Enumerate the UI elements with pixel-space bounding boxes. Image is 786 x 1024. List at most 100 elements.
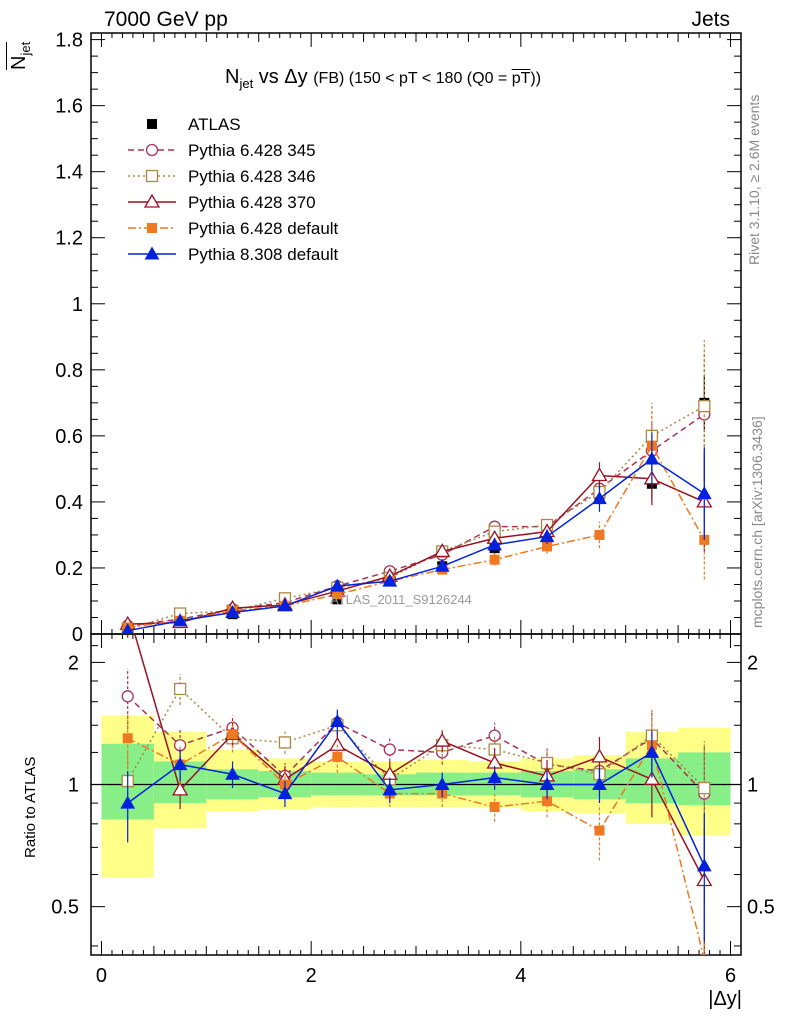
series-marker-top bbox=[121, 623, 134, 634]
series-marker-ratio bbox=[434, 777, 450, 791]
title-overline: pT bbox=[511, 70, 531, 87]
series-marker-ratio bbox=[643, 771, 661, 785]
title-fb: (FB) bbox=[313, 70, 345, 87]
y-tick-label-top: 1 bbox=[72, 294, 83, 316]
legend-marker bbox=[144, 246, 160, 260]
legend-entry: Pythia 6.428 345 bbox=[128, 141, 316, 160]
legend-label: Pythia 8.308 default bbox=[188, 245, 339, 264]
legend-label: Pythia 6.428 346 bbox=[188, 167, 316, 186]
chart-title: Njet vs Δy (FB) (150 < pT < 180 (Q0 = pT… bbox=[225, 66, 541, 91]
series-marker-ratio bbox=[489, 802, 500, 813]
series-marker-top bbox=[644, 451, 660, 465]
title-range: (150 < pT < 180 (Q0 = bbox=[344, 70, 512, 87]
series-marker-ratio bbox=[329, 736, 346, 751]
series-marker-top bbox=[539, 529, 555, 543]
y-tick-label-top: 0.2 bbox=[55, 558, 83, 580]
y-tick-label-top: 0.4 bbox=[55, 492, 83, 514]
series-marker-top bbox=[434, 558, 450, 572]
series-marker-top bbox=[487, 537, 502, 551]
series-polyline-ratio bbox=[127, 687, 705, 789]
x-tick-label: 0 bbox=[96, 965, 107, 987]
series-marker-ratio bbox=[591, 748, 608, 763]
series-polyline-top bbox=[127, 474, 705, 625]
series-marker-ratio bbox=[122, 733, 133, 744]
side-text-mcplots: mcplots.cern.ch [arXiv:1306.3436] bbox=[749, 416, 765, 628]
series-line-top bbox=[121, 432, 712, 634]
series-polyline-top bbox=[127, 458, 705, 632]
series-marker-ratio bbox=[592, 777, 607, 791]
title-close: )) bbox=[530, 70, 542, 87]
y-axis-label-top: Njet bbox=[6, 41, 33, 70]
series-polyline-top bbox=[127, 405, 705, 630]
series-marker-top bbox=[592, 491, 607, 505]
ratio-plot-frame: 0 2 4 6 0.5 0.5 1 1 2 2 bbox=[51, 633, 775, 987]
legend-label: ATLAS bbox=[188, 115, 241, 134]
series-marker-ratio bbox=[698, 781, 711, 795]
y-tick-label-top: 1.6 bbox=[55, 96, 83, 118]
legend-marker bbox=[145, 169, 159, 183]
y-tick-label-ratio-right: 0.5 bbox=[747, 897, 775, 919]
series-polyline-ratio bbox=[127, 720, 705, 867]
series-marker-ratio bbox=[383, 743, 396, 756]
series-polyline-ratio bbox=[127, 695, 705, 795]
y-tick-label-top: 0.8 bbox=[55, 360, 83, 382]
legend-marker bbox=[147, 223, 157, 233]
series-line-ratio bbox=[120, 709, 712, 942]
series-marker-top bbox=[225, 605, 240, 619]
series-marker-ratio bbox=[488, 729, 501, 742]
y-tick-label-ratio: 0.5 bbox=[51, 897, 79, 919]
series-marker-ratio bbox=[330, 713, 345, 728]
series-marker-ratio bbox=[332, 751, 343, 762]
series-marker-top bbox=[696, 486, 712, 500]
y-tick-label-top: 1.2 bbox=[55, 228, 83, 250]
ratio-uncertainty-bands bbox=[101, 715, 731, 878]
series-marker-ratio bbox=[434, 732, 451, 747]
legend-entry: Pythia 6.428 346 bbox=[128, 167, 316, 186]
legend-marker bbox=[147, 119, 157, 129]
series-marker-top bbox=[330, 578, 345, 592]
y-tick-label-ratio: 1 bbox=[68, 775, 79, 797]
series-marker-ratio bbox=[171, 781, 189, 796]
ratio-plot-series bbox=[120, 603, 713, 955]
y-tick-label-top: 1.8 bbox=[55, 30, 83, 52]
series-marker-ratio bbox=[121, 690, 134, 703]
title-n: N bbox=[225, 66, 240, 88]
series-marker-ratio bbox=[120, 795, 136, 809]
watermark: ATLAS_2011_S9126244 bbox=[330, 592, 472, 607]
header-right: Jets bbox=[691, 8, 730, 31]
series-line-top bbox=[121, 351, 711, 632]
series-marker-top bbox=[434, 543, 451, 558]
side-text-rivet: Rivet 3.1.10, ≥ 2.6M events bbox=[746, 94, 762, 265]
series-marker-ratio bbox=[487, 770, 502, 784]
y-tick-label-ratio: 2 bbox=[68, 652, 79, 674]
series-marker-top bbox=[594, 529, 605, 540]
series-marker-top bbox=[277, 598, 293, 612]
series-marker-ratio bbox=[696, 858, 712, 872]
x-tick-label: 2 bbox=[306, 965, 317, 987]
series-marker-ratio bbox=[225, 766, 240, 780]
series-polyline-top bbox=[127, 444, 705, 629]
x-tick-label: 6 bbox=[725, 965, 736, 987]
legend-marker bbox=[143, 193, 161, 208]
legend-entry: Pythia 6.428 370 bbox=[128, 193, 316, 212]
legend-entry: Pythia 8.308 default bbox=[128, 245, 339, 264]
series-marker-ratio bbox=[121, 603, 135, 615]
series-polyline-ratio bbox=[127, 733, 704, 955]
main-plot-frame: 0 0.2 0.4 0.6 0.8 1 1.2 1.4 1.6 1.8 bbox=[55, 30, 742, 646]
series-line-top bbox=[121, 340, 711, 634]
legend-marker bbox=[145, 143, 159, 157]
main-plot-series bbox=[119, 340, 713, 634]
series-marker-top bbox=[489, 554, 500, 565]
legend-label: Pythia 6.428 370 bbox=[188, 193, 316, 212]
y-tick-label-ratio-right: 1 bbox=[747, 775, 758, 797]
series-marker-ratio bbox=[382, 782, 398, 796]
y-tick-label-top: 1.4 bbox=[55, 162, 83, 184]
x-axis-label: |Δy| bbox=[708, 988, 742, 1010]
y-axis-label-ratio: Ratio to ATLAS bbox=[22, 756, 39, 858]
title-n-sub: jet bbox=[239, 76, 254, 91]
series-marker-ratio bbox=[539, 777, 555, 791]
series-marker-top bbox=[382, 573, 398, 587]
series-marker-ratio bbox=[173, 682, 187, 696]
series-marker-top bbox=[591, 467, 608, 482]
